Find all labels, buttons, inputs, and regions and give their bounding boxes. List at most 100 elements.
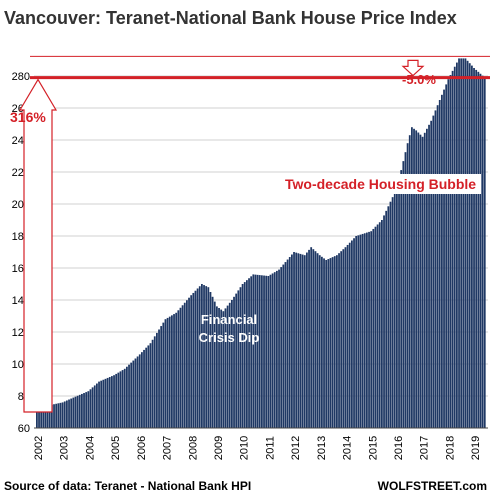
bar	[338, 253, 340, 428]
rise-percent-label: 316%	[10, 109, 46, 125]
bar	[372, 228, 375, 428]
bar	[61, 402, 64, 428]
bar	[383, 215, 385, 428]
bar	[220, 309, 223, 428]
bar	[293, 252, 295, 428]
bar	[243, 282, 246, 428]
x-tick-label: 2017	[419, 436, 431, 460]
bar	[149, 343, 152, 428]
bar	[136, 356, 139, 428]
bar	[162, 322, 165, 428]
bar	[321, 256, 323, 428]
bar	[254, 274, 257, 428]
bar	[265, 275, 268, 428]
bar	[458, 58, 460, 429]
bar	[256, 274, 259, 428]
bar	[376, 224, 379, 428]
decline-arrow-icon	[401, 59, 425, 77]
source-note: Source of data: Teranet - National Bank …	[4, 479, 251, 493]
bar	[130, 362, 133, 428]
bar	[398, 179, 400, 428]
bar	[164, 319, 167, 428]
bar	[179, 307, 182, 428]
bar	[42, 408, 45, 428]
bar	[348, 242, 351, 428]
bar	[145, 347, 148, 428]
bar	[475, 69, 478, 429]
bar	[201, 284, 203, 428]
bar	[83, 393, 85, 428]
crisis-dip-label: Crisis Dip	[199, 330, 260, 345]
bar	[239, 287, 242, 428]
bar	[57, 403, 60, 428]
bar	[134, 358, 137, 428]
bar	[168, 316, 171, 428]
bar	[248, 278, 250, 428]
bar	[468, 63, 471, 428]
bar	[192, 292, 195, 428]
bar	[400, 170, 403, 428]
bar	[233, 296, 235, 428]
bar	[312, 249, 315, 428]
bar	[323, 258, 325, 428]
bar	[374, 226, 377, 428]
bubble-label: Two-decade Housing Bubble	[285, 176, 476, 192]
bar	[368, 231, 370, 428]
x-tick-label: 2012	[290, 436, 302, 460]
bar	[432, 115, 435, 428]
bar	[434, 110, 437, 429]
bar	[231, 300, 233, 428]
bar	[153, 336, 156, 428]
bar	[284, 262, 287, 428]
bar	[128, 364, 130, 428]
bar	[453, 66, 456, 428]
bar	[196, 288, 199, 428]
bar	[430, 120, 433, 429]
y-tick-label: 60	[18, 423, 30, 435]
bar	[76, 395, 79, 428]
bar	[143, 349, 145, 428]
bar	[477, 71, 480, 428]
bar	[295, 252, 298, 428]
bar	[59, 402, 62, 428]
bar	[389, 201, 392, 428]
bar	[85, 392, 88, 428]
bar	[273, 272, 276, 428]
bar	[419, 134, 422, 429]
bar	[158, 329, 160, 428]
x-tick-label: 2007	[162, 436, 174, 460]
bar	[473, 68, 475, 428]
bar	[89, 389, 92, 428]
bar	[40, 409, 43, 428]
bar	[78, 394, 81, 428]
bar	[156, 332, 158, 428]
bar	[451, 70, 454, 428]
bar	[423, 132, 426, 429]
bar	[325, 260, 328, 428]
bar	[346, 244, 349, 428]
bar	[291, 254, 293, 428]
bar	[396, 188, 398, 428]
bar	[66, 400, 68, 428]
bar	[413, 128, 415, 429]
bar	[299, 253, 302, 428]
bar	[91, 387, 94, 428]
bar	[278, 269, 280, 428]
bar	[404, 152, 407, 428]
bar	[222, 311, 225, 428]
bar	[203, 285, 205, 428]
bubble-label-background	[281, 174, 481, 194]
bar	[104, 378, 107, 428]
bar	[417, 132, 420, 428]
rise-arrow-icon	[18, 78, 58, 413]
bar	[246, 280, 248, 428]
bar	[141, 352, 143, 428]
bar	[38, 410, 40, 428]
x-tick-label: 2009	[213, 436, 225, 460]
bar	[462, 58, 465, 429]
bar	[93, 385, 96, 428]
bar	[415, 130, 418, 428]
bar	[252, 274, 255, 428]
bar	[263, 275, 265, 428]
